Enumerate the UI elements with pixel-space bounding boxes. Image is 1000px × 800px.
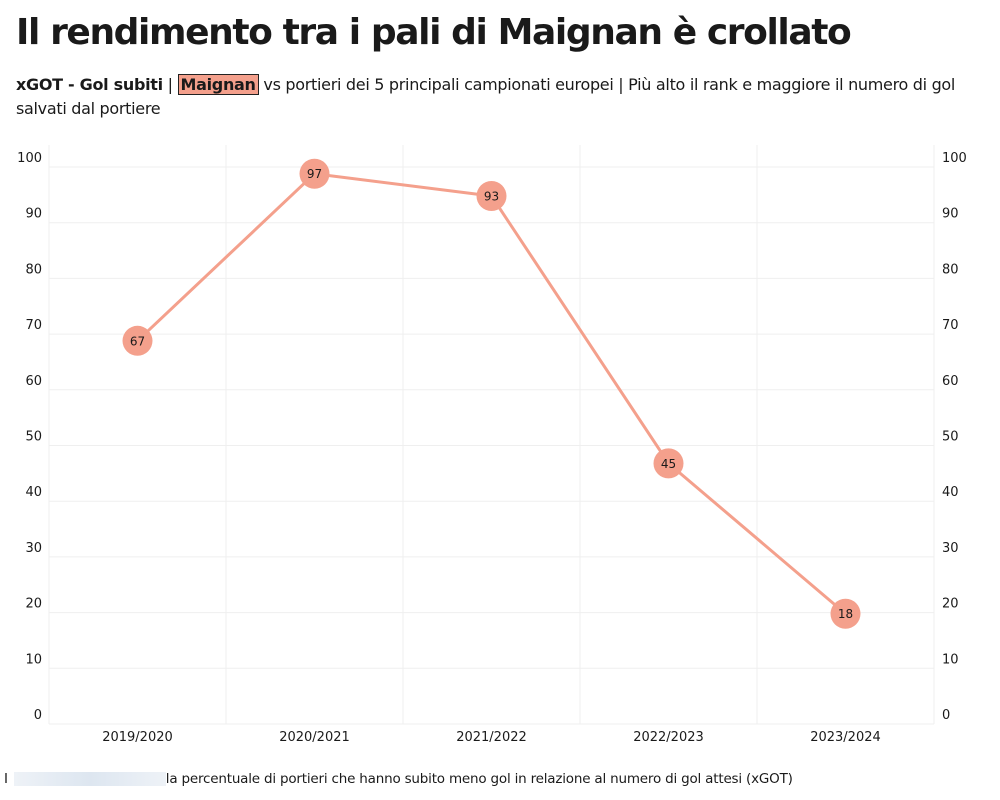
y-axis-right: 0 10 20 30 40 50 60 70 80 90 100 [942, 151, 967, 723]
data-label: 97 [307, 167, 322, 181]
series-layer: 67 97 93 45 18 [122, 158, 861, 629]
y-tick-label-right: 100 [942, 151, 967, 166]
x-tick-label: 2022/2023 [633, 730, 704, 745]
data-point-marker [299, 158, 330, 189]
chart-title: Il rendimento tra i pali di Maignan è cr… [16, 12, 852, 53]
y-axis-left: 0 10 20 30 40 50 60 70 80 90 100 [17, 151, 42, 723]
y-tick-label-right: 60 [942, 374, 959, 389]
y-tick-label-left: 60 [25, 374, 42, 389]
data-label: 45 [661, 457, 676, 471]
y-tick-label-right: 30 [942, 541, 959, 556]
x-tick-label: 2021/2022 [456, 730, 527, 745]
y-tick-label-left: 70 [25, 318, 42, 333]
y-tick-label-left: 50 [25, 430, 42, 445]
subtitle-highlight-player: Maignan [177, 74, 259, 95]
y-tick-label-left: 90 [25, 207, 42, 222]
series-line [136, 172, 847, 615]
y-tick-label-left: 20 [25, 597, 42, 612]
redacted-text-block [13, 772, 166, 786]
y-tick-label-right: 50 [942, 430, 959, 445]
footnote-prefix: I [4, 771, 8, 787]
grid-lines [48, 145, 935, 725]
y-tick-label-left: 30 [25, 541, 42, 556]
subtitle-separator: | [162, 75, 178, 94]
x-tick-label: 2023/2024 [810, 730, 881, 745]
data-point-marker [830, 598, 861, 629]
data-point-marker [122, 325, 153, 356]
x-tick-label: 2019/2020 [102, 730, 173, 745]
chart-subtitle: xGOT - Gol subiti | Maignan vs portieri … [16, 73, 976, 121]
y-tick-label-left: 80 [25, 262, 42, 277]
data-point-marker [476, 180, 507, 211]
y-tick-label-right: 90 [942, 207, 959, 222]
y-tick-label-right: 10 [942, 652, 959, 667]
subtitle-description: vs portieri dei 5 principali campionati … [16, 75, 956, 118]
x-tick-label: 2020/2021 [279, 730, 350, 745]
y-tick-label-right: 20 [942, 597, 959, 612]
y-tick-label-right: 70 [942, 318, 959, 333]
y-tick-label-left: 40 [25, 485, 42, 500]
y-tick-label-right: 40 [942, 485, 959, 500]
y-tick-label-left: 0 [34, 708, 42, 723]
y-tick-label-right: 0 [942, 708, 950, 723]
y-tick-label-left: 10 [25, 652, 42, 667]
footnote-text: la percentuale di portieri che hanno sub… [165, 771, 793, 787]
data-label: 93 [484, 189, 499, 203]
data-label: 67 [130, 334, 145, 348]
data-label: 18 [838, 607, 853, 621]
line-chart: 0 10 20 30 40 50 60 70 80 90 100 0 10 20 30 40 50 60 70 80… [17, 145, 967, 745]
data-point-marker [653, 448, 684, 479]
x-axis: 2019/2020 2020/2021 2021/2022 2022/2023 2023… [102, 730, 881, 745]
y-tick-label-left: 100 [17, 151, 42, 166]
y-tick-label-right: 80 [942, 262, 959, 277]
subtitle-metric: xGOT - Gol subiti [16, 75, 163, 94]
